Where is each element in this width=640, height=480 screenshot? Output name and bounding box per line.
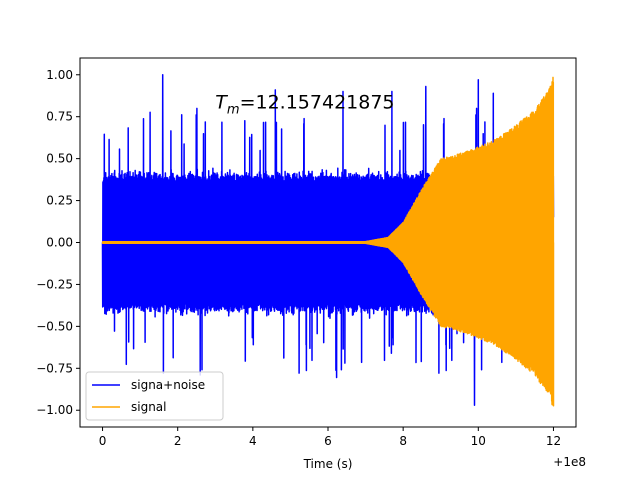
x-tick-label: 0 [99, 434, 107, 448]
x-offset-label: +1e8 [553, 455, 586, 469]
y-tick-label: 1.00 [46, 68, 73, 82]
x-tick-label: 4 [249, 434, 257, 448]
y-tick-label: 0.75 [46, 110, 73, 124]
x-tick-label: 10 [471, 434, 486, 448]
x-tick-label: 8 [399, 434, 407, 448]
series-signal-line [101, 76, 555, 407]
y-tick-label: −0.50 [36, 319, 73, 333]
x-tick-label: 12 [546, 434, 561, 448]
tm-annotation: Tm=12.157421875 [215, 91, 394, 117]
legend-label-signa-noise: signa+noise [131, 378, 205, 392]
y-tick-label: 0.00 [46, 236, 73, 250]
axes: 0 2 4 6 8 10 12 −1.00 −0.75 −0.50 −0.25 0.00 0.25 0.5… [36, 57, 577, 448]
plot-area [101, 74, 555, 407]
annotation-value: =12.157421875 [240, 91, 395, 113]
annotation-subscript: m [227, 102, 240, 117]
x-axis-label: Time (s) [303, 457, 353, 471]
y-tick-label: 0.50 [46, 152, 73, 166]
legend-box [85, 371, 224, 421]
y-tick-label: −0.25 [36, 277, 73, 291]
y-tick-label: −1.00 [36, 403, 73, 417]
y-tick-label: −0.75 [36, 361, 73, 375]
x-tick-label: 6 [324, 434, 332, 448]
annotation-symbol: T [215, 91, 228, 113]
legend: signa+noise signal [85, 371, 224, 421]
y-tick-label: 0.25 [46, 194, 73, 208]
x-tick-label: 2 [174, 434, 182, 448]
legend-label-signal: signal [131, 400, 167, 414]
